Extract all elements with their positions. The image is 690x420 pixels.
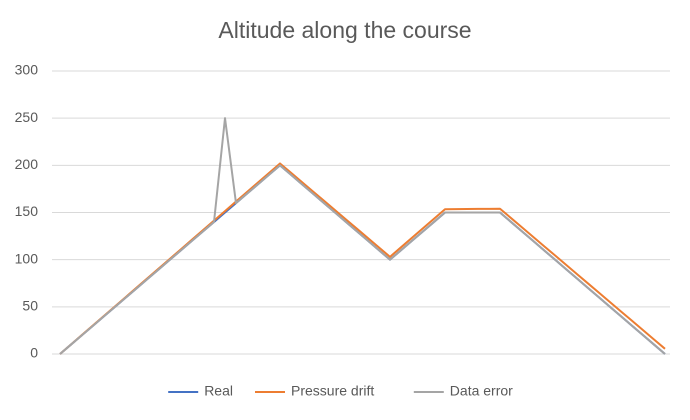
- y-tick-label: 300: [15, 62, 39, 78]
- y-tick-label: 100: [15, 250, 39, 266]
- legend-label: Data error: [450, 383, 513, 399]
- series-line: [59, 117, 666, 355]
- y-tick-label: 250: [15, 109, 39, 125]
- chart-title: Altitude along the course: [218, 17, 471, 43]
- legend-label: Real: [204, 383, 233, 399]
- y-tick-label: 150: [15, 203, 39, 219]
- legend-label: Pressure drift: [291, 383, 374, 399]
- y-tick-label: 50: [22, 298, 38, 314]
- y-tick-label: 0: [30, 345, 38, 361]
- y-tick-label: 200: [15, 156, 39, 172]
